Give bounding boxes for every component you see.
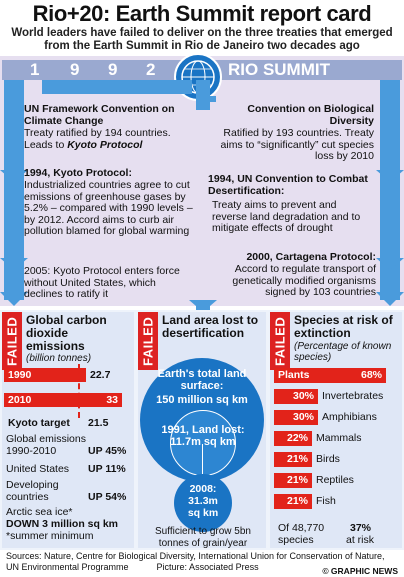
y2008-value: 31.3m bbox=[188, 495, 218, 507]
species-footer-value: 37% bbox=[350, 522, 372, 534]
species-label: Amphibians bbox=[322, 411, 377, 423]
carbon-value-1990: 22.7 bbox=[90, 369, 111, 381]
kyoto-target-label: Kyoto target bbox=[8, 417, 70, 429]
lost-1991-value: 11.7m sq km bbox=[170, 436, 236, 448]
page-subtitle: World leaders have failed to deliver on … bbox=[11, 27, 393, 52]
stat-value: UP 54% bbox=[88, 491, 127, 503]
failed-badge: FAILED bbox=[138, 312, 158, 370]
species-bar-chart: 68% Plants 30% Invertebrates 30% Amphibians 22… bbox=[274, 368, 400, 528]
carbon-bar-2010: 2010 33 bbox=[4, 393, 122, 407]
species-label: Fish bbox=[316, 495, 336, 507]
y2008-label: 2008: bbox=[189, 483, 217, 495]
species-label: Reptiles bbox=[316, 474, 354, 486]
cbd-text: Ratified by 193 countries. Treaty aims t… bbox=[220, 127, 374, 163]
unfccc-text: Treaty ratified by 194 countries. Leads … bbox=[24, 127, 214, 151]
year-digit: 2 bbox=[146, 60, 156, 79]
y2008-unit: sq km bbox=[187, 507, 219, 519]
species-bar: 30% bbox=[274, 389, 318, 404]
species-bar: 30% bbox=[274, 410, 318, 425]
species-value: 21% bbox=[286, 453, 308, 465]
species-footer-label: at risk bbox=[346, 534, 375, 546]
lost-2008-circle bbox=[174, 474, 232, 532]
right-flow-arrow bbox=[196, 96, 216, 102]
flow-arrowheads-icon bbox=[0, 292, 404, 312]
carbon-year: 1990 bbox=[8, 369, 32, 381]
footnote: *summer minimum bbox=[6, 530, 94, 542]
species-value: 30% bbox=[292, 411, 314, 423]
cbd-heading: Convention on Biological Diversity bbox=[247, 103, 374, 127]
species-value: 21% bbox=[286, 495, 308, 507]
carbon-bar-1990: 1990 bbox=[4, 368, 86, 382]
species-bar: 68% Plants bbox=[274, 368, 386, 383]
flow-arrowheads-icon bbox=[0, 170, 404, 182]
picture-credit: Picture: Associated Press bbox=[156, 561, 259, 572]
failed-badge: FAILED bbox=[270, 312, 290, 370]
connector-line bbox=[202, 444, 203, 474]
unccd-text: Treaty aims to prevent and reverse land … bbox=[212, 199, 361, 235]
unccd-heading: 1994, UN Convention to Combat Desertific… bbox=[208, 173, 368, 197]
lost-1991-circle bbox=[170, 410, 236, 476]
rio-summit-label: RIO SUMMIT bbox=[228, 60, 330, 79]
species-value: 22% bbox=[286, 432, 308, 444]
carbon-unit: (billion tonnes) bbox=[26, 353, 92, 364]
sources-text: Sources: Nature, Centre for Biological D… bbox=[6, 551, 385, 572]
kyoto-target-value: 21.5 bbox=[88, 417, 109, 429]
unfccc-text-1: Treaty ratified by 194 countries. bbox=[24, 127, 171, 139]
kyoto-target-line bbox=[78, 364, 80, 418]
page-title: Rio+20: Earth Summit report card bbox=[32, 1, 372, 26]
right-flow-arrow bbox=[196, 80, 210, 110]
failed-badge: FAILED bbox=[2, 312, 22, 370]
species-label: Mammals bbox=[316, 432, 362, 444]
unfccc-text-2: Leads to bbox=[24, 138, 68, 151]
carbon-year: 2010 bbox=[8, 394, 32, 406]
kyoto-text: Industrialized countries agree to cut em… bbox=[24, 179, 193, 238]
y2005-text: 2005: Kyoto Protocol enters force withou… bbox=[24, 265, 180, 301]
unfccc-heading: UN Framework Convention on Climate Chang… bbox=[24, 103, 175, 127]
species-bar: 21% bbox=[274, 473, 312, 488]
species-label: Invertebrates bbox=[322, 390, 384, 402]
stat-value: UP 11% bbox=[88, 463, 126, 475]
flow-arrowheads-icon bbox=[0, 258, 404, 270]
right-flow-arrow bbox=[380, 80, 400, 300]
year-digit: 9 bbox=[70, 60, 80, 79]
desert-heading: Land area lost to desertification bbox=[162, 313, 259, 340]
desert-footer: Sufficient to grow 5bn tonnes of grain/y… bbox=[155, 526, 251, 549]
total-value: 150 million sq km bbox=[156, 394, 248, 406]
carbon-value-2010: 33 bbox=[106, 394, 118, 406]
species-value: 30% bbox=[292, 390, 314, 402]
species-value: 68% bbox=[360, 369, 382, 381]
carbon-heading: Global carbon dioxide emissions bbox=[26, 313, 107, 353]
arctic-value: DOWN 3 million sq km bbox=[6, 518, 119, 530]
left-flow-arrow bbox=[4, 80, 24, 300]
species-unit: (Percentage of known species) bbox=[294, 341, 392, 363]
kyoto-heading: 1994, Kyoto Protocol: bbox=[24, 167, 132, 179]
stat-label: Global emissions 1990-2010 bbox=[6, 433, 86, 457]
year-digit: 1 bbox=[30, 60, 40, 79]
arctic-label: Arctic sea ice* bbox=[6, 506, 73, 518]
lost-1991-label: 1991, Land lost: bbox=[161, 424, 245, 436]
stat-label: Developing countries bbox=[6, 479, 59, 503]
species-label: Plants bbox=[278, 369, 310, 381]
species-label: Birds bbox=[316, 453, 340, 465]
year-digit: 9 bbox=[108, 60, 118, 79]
cartagena-text: Accord to regulate transport of genetica… bbox=[232, 263, 376, 299]
stat-value: UP 45% bbox=[88, 445, 127, 457]
carbon-column bbox=[2, 312, 134, 548]
species-footer-left: Of 48,770 species bbox=[278, 522, 325, 546]
sources: Sources: Nature, Centre for Biological D… bbox=[6, 551, 398, 572]
stat-label: United States bbox=[6, 463, 70, 475]
total-label: Earth's total land surface: bbox=[157, 368, 247, 392]
kyoto-protocol-link: Kyoto Protocol bbox=[67, 138, 143, 151]
species-value: 21% bbox=[286, 474, 308, 486]
species-bar: 22% bbox=[274, 431, 312, 446]
species-bar: 21% bbox=[274, 452, 312, 467]
cartagena-heading: 2000, Cartagena Protocol: bbox=[246, 251, 376, 263]
left-flow-arrow bbox=[42, 80, 192, 94]
species-heading: Species at risk of extinction bbox=[294, 313, 393, 340]
graphic-news-credit: © GRAPHIC NEWS bbox=[322, 566, 398, 576]
species-bar: 21% bbox=[274, 494, 312, 509]
